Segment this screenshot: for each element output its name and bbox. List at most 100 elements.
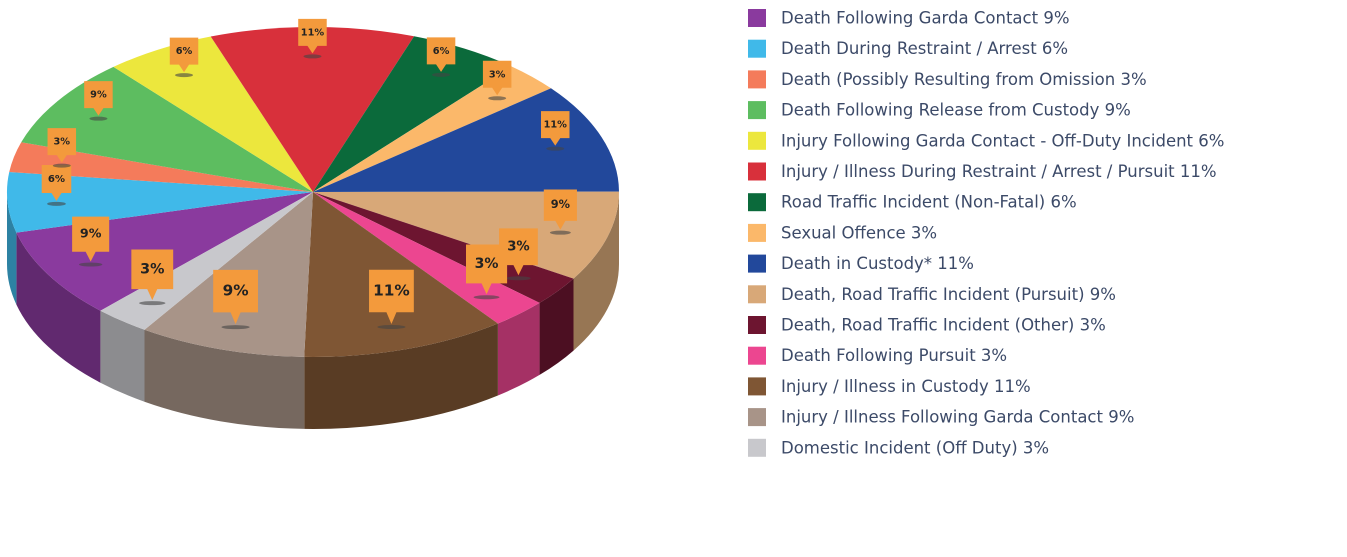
legend-swatch [748,101,766,120]
data-label-text: 3% [140,261,164,277]
label-shadow [89,116,108,121]
label-callout [426,37,456,72]
legend-swatch [748,39,766,58]
data-label-text: 11% [373,281,410,299]
slice [113,36,313,192]
label-callout [72,216,110,262]
data-label-text: 11% [544,120,568,131]
label-callout [131,249,174,301]
label-callout [482,60,512,96]
legend-label: Domestic Incident (Off Duty) 3% [781,438,1049,457]
legend-swatch [748,377,766,396]
data-label-text: 6% [48,174,65,185]
slice [313,192,540,324]
legend-label: Death (Possibly Resulting from Omission … [781,70,1147,89]
label-callout [47,128,77,163]
slice-side [573,192,619,351]
legend-label: Death, Road Traffic Incident (Other) 3% [781,316,1106,335]
label-callout [41,164,72,201]
data-label: 9% [72,216,110,267]
label-shadow [78,262,103,267]
pie-sides [7,192,619,429]
data-label: 11% [541,111,570,151]
label-callout [298,18,327,54]
label-shadow [488,96,507,101]
legend-label: Injury Following Garda Contact - Off-Dut… [781,131,1224,150]
legend-swatch [748,9,766,27]
data-label: 6% [169,37,199,78]
data-label: 9% [213,269,258,330]
legend-swatch [748,346,766,365]
data-label-text: 3% [475,256,499,272]
data-label: 6% [41,164,72,206]
label-shadow [175,73,194,78]
legend-label: Death, Road Traffic Incident (Pursuit) 9… [781,285,1116,304]
legend-swatch [748,162,766,181]
data-label: 9% [543,189,577,235]
legend-swatch [748,223,766,242]
data-label: 3% [131,249,174,306]
legend-label: Death Following Release from Custody 9% [781,101,1131,120]
data-label-text: 3% [489,69,506,80]
slice-side [144,329,305,429]
legend-swatch [748,254,766,273]
label-callout [543,189,577,230]
data-label: 3% [499,228,538,281]
label-callout [169,37,199,73]
label-shadow [221,325,250,330]
data-label-text: 9% [551,197,570,211]
data-label-text: 9% [223,282,249,300]
slice [313,191,619,279]
legend-label: Death in Custody* 11% [781,254,974,273]
label-shadow [377,324,406,329]
label-callout [213,269,258,325]
legend-label: Injury / Illness in Custody 11% [781,377,1031,396]
label-shadow [47,201,66,206]
data-label: 6% [426,37,456,77]
label-shadow [52,163,71,168]
slice-side [497,302,540,396]
legend-swatch [748,316,766,334]
legend-label: Injury / Illness Following Garda Contact… [781,408,1134,427]
legend-label: Death Following Garda Contact 9% [781,9,1070,28]
data-label-text: 3% [54,137,71,148]
data-label-text: 11% [301,27,325,38]
label-shadow [506,276,531,281]
slice [9,142,314,192]
legend-label: Injury / Illness During Restraint / Arre… [781,162,1217,181]
label-callout [465,244,508,295]
slice-side [7,192,17,305]
label-shadow [473,295,500,300]
legend-label: Sexual Offence 3% [781,223,937,242]
label-callout [369,269,414,324]
label-shadow [139,301,166,306]
data-label-text: 6% [176,46,193,57]
slice [210,26,415,192]
data-label-text: 9% [90,90,107,101]
legend-label: Death During Restraint / Arrest 6% [781,39,1068,58]
legend-label: Road Traffic Incident (Non-Fatal) 6% [781,193,1077,212]
data-label-text: 9% [80,226,102,241]
label-callout [541,111,570,146]
label-shadow [546,146,565,151]
slice-side [304,323,498,429]
legend-swatch [748,285,766,304]
label-callout [499,228,538,276]
slice-side [539,278,574,375]
data-label: 3% [47,128,77,168]
data-label: 11% [369,269,414,329]
slice [313,36,512,193]
label-shadow [432,72,451,77]
data-label-text: 6% [433,46,450,57]
slice [313,192,574,303]
data-label-text: 3% [507,240,530,255]
slice-side [16,232,101,383]
legend-swatch [748,70,766,89]
legend-swatch [748,131,766,150]
legend-swatch [748,193,766,212]
data-label: 11% [298,18,327,59]
legend-swatch [748,438,766,457]
legend-swatch [748,408,766,427]
legend-label: Death Following Pursuit 3% [781,346,1007,365]
